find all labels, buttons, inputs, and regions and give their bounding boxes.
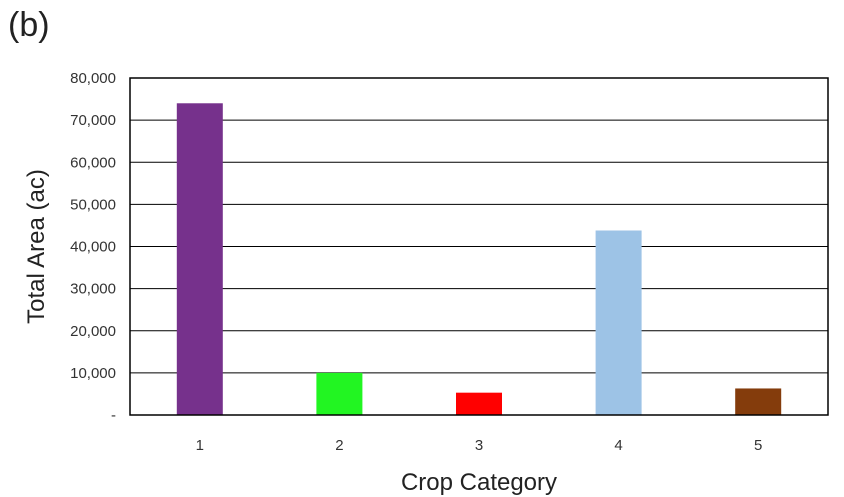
y-tick-label: - (111, 407, 116, 424)
bar-category-3 (456, 392, 502, 415)
bars (176, 103, 782, 416)
x-tick-label: 4 (614, 437, 622, 454)
bar-category-5 (735, 388, 782, 415)
plot-frame (129, 77, 829, 416)
bar-category-1 (176, 103, 223, 416)
y-tick-label: 20,000 (70, 323, 116, 340)
gridlines (130, 77, 828, 416)
x-tick-label: 2 (335, 437, 343, 454)
y-tick-label: 60,000 (70, 154, 116, 171)
y-axis-title: Total Area (ac) (23, 169, 50, 324)
y-tick-label: 10,000 (70, 365, 116, 382)
bar-category-2 (316, 372, 363, 415)
y-tick-label: 80,000 (70, 70, 116, 87)
bar-category-4 (595, 230, 642, 415)
x-tick-label: 3 (475, 437, 483, 454)
y-tick-labels: - 10,000 20,000 30,000 40,000 50,000 60,000 70,… (70, 70, 116, 424)
y-tick-label: 30,000 (70, 281, 116, 298)
x-tick-label: 1 (196, 437, 204, 454)
y-tick-label: 70,000 (70, 112, 116, 129)
panel-label: (b) (8, 6, 50, 44)
x-tick-labels: 1 2 3 4 5 (196, 437, 763, 454)
x-tick-label: 5 (754, 437, 762, 454)
x-axis-title: Crop Category (401, 469, 557, 496)
y-tick-label: 50,000 (70, 196, 116, 213)
y-tick-label: 40,000 (70, 239, 116, 256)
